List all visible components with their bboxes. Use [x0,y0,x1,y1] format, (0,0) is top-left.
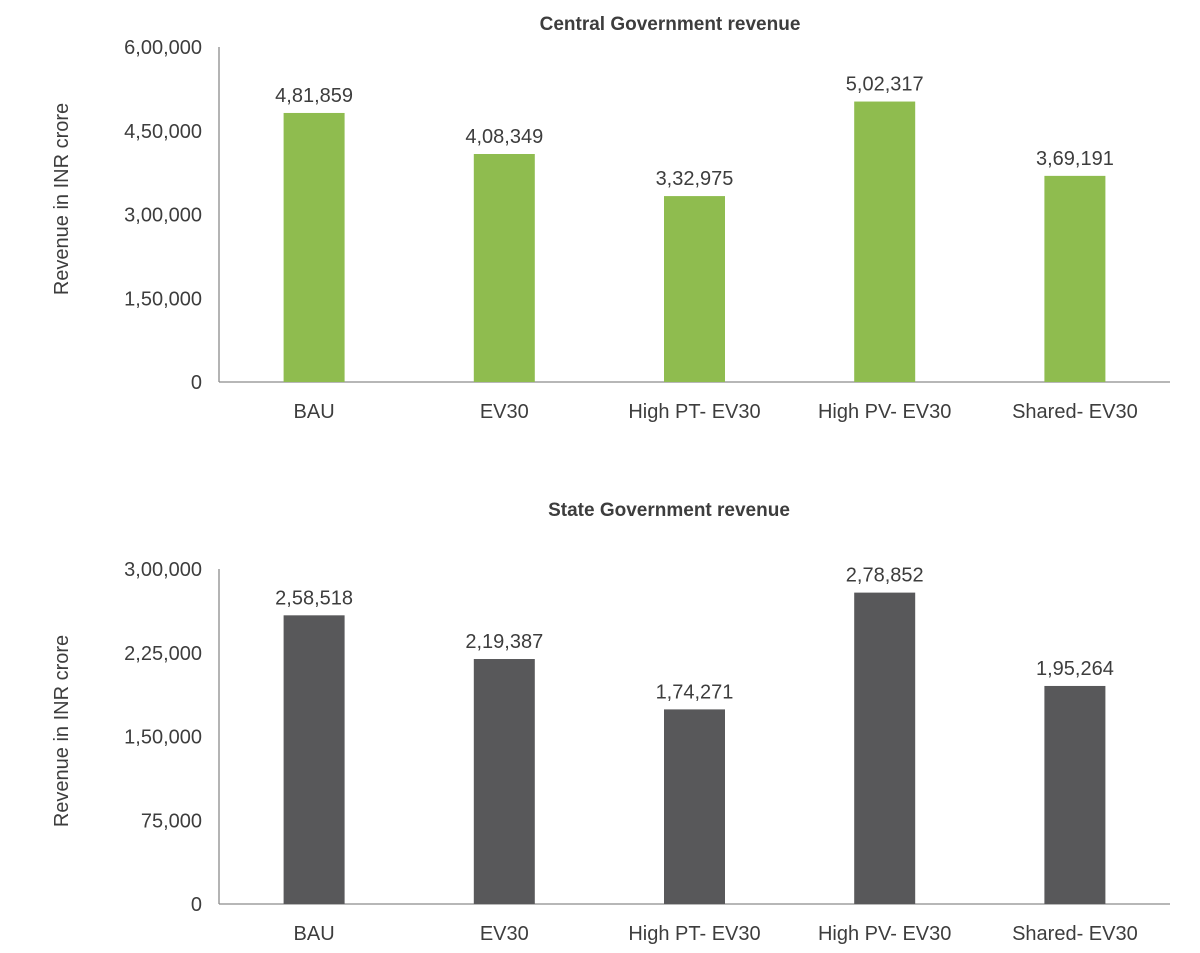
state-data-label: 2,78,852 [846,565,924,587]
central-revenue-chart: Central Government revenue Revenue in IN… [51,14,1170,423]
central-bar [473,154,535,382]
central-data-label: 4,81,859 [275,85,353,107]
central-category-label: BAU [294,401,335,423]
state-bar [1044,685,1106,904]
central-bar [1044,175,1106,382]
central-bar [283,112,345,382]
state-category-label: BAU [294,923,335,945]
state-category-label: Shared- EV30 [1012,923,1138,945]
state-bar [283,615,345,904]
central-y-tick-label: 3,00,000 [124,205,202,227]
central-data-label: 3,69,191 [1036,148,1114,170]
state-data-label: 1,95,264 [1036,658,1114,680]
state-data-label: 1,74,271 [656,681,734,703]
central-data-label: 5,02,317 [846,74,924,96]
central-data-label: 3,32,975 [656,168,734,190]
central-chart-title: Central Government revenue [540,14,801,35]
central-data-label: 4,08,349 [465,126,543,148]
central-y-tick-label: 1,50,000 [124,288,202,310]
state-y-tick-label: 0 [191,894,202,916]
state-category-label: EV30 [480,923,529,945]
state-chart-title: State Government revenue [548,500,790,521]
central-bar [854,101,916,382]
central-bar [664,196,725,382]
central-y-tick-label: 0 [191,372,202,394]
state-revenue-chart: State Government revenue Revenue in INR … [51,500,1170,945]
central-y-axis-label: Revenue in INR crore [51,103,73,295]
state-y-tick-label: 2,25,000 [124,643,202,665]
central-category-label: EV30 [480,401,529,423]
state-bar [854,592,916,904]
state-bar [664,709,725,904]
state-category-label: High PV- EV30 [818,923,951,945]
state-data-label: 2,58,518 [275,587,353,609]
state-category-label: High PT- EV30 [628,923,760,945]
central-category-label: High PT- EV30 [628,401,760,423]
central-category-label: Shared- EV30 [1012,401,1138,423]
state-y-tick-label: 3,00,000 [124,559,202,581]
central-category-label: High PV- EV30 [818,401,951,423]
central-y-tick-label: 6,00,000 [124,37,202,59]
state-data-label: 2,19,387 [465,631,543,653]
state-y-tick-label: 1,50,000 [124,727,202,749]
state-bar [473,659,535,904]
state-y-axis-label: Revenue in INR crore [51,635,73,827]
state-y-tick-label: 75,000 [141,810,202,832]
central-y-tick-label: 4,50,000 [124,121,202,143]
